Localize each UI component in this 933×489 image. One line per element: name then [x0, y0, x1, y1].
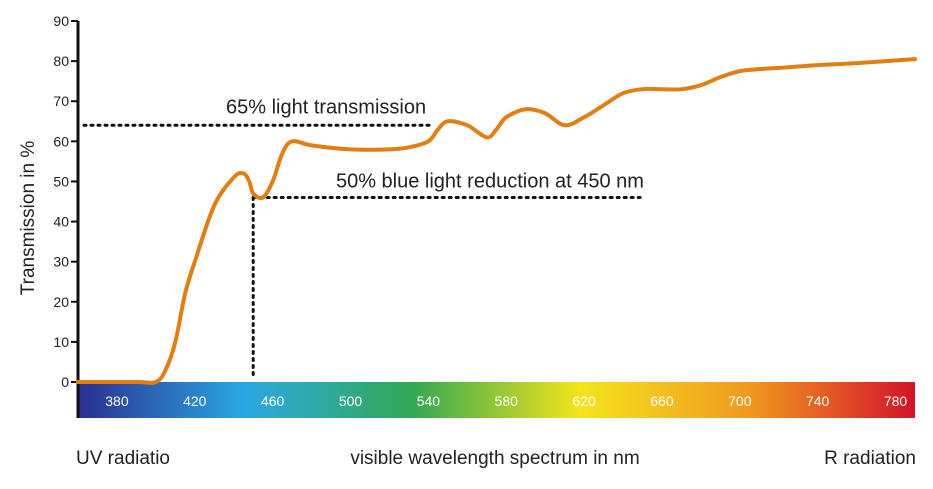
x-axis-label: visible wavelength spectrum in nm	[350, 448, 639, 469]
x-tick-label: 540	[417, 393, 441, 409]
uv-radiation-label: UV radiatio	[76, 448, 170, 469]
y-tick-label: 60	[53, 133, 69, 149]
y-axis-label: Transmission in %	[18, 141, 39, 296]
y-tick-label: 20	[53, 294, 69, 310]
spectrum-bar	[78, 382, 915, 418]
x-tick-label: 740	[806, 393, 830, 409]
y-tick-label: 0	[61, 374, 69, 390]
y-tick-label: 10	[53, 334, 69, 350]
annotation-50-label: 50% blue light reduction at 450 nm	[336, 170, 644, 192]
y-tick-label: 30	[53, 254, 69, 270]
r-radiation-label: R radiation	[824, 448, 916, 469]
x-tick-label: 660	[650, 393, 674, 409]
x-tick-label: 700	[728, 393, 752, 409]
y-tick-label: 40	[53, 214, 69, 230]
annotation-65-label: 65% light transmission	[226, 96, 426, 118]
x-tick-label: 580	[495, 393, 519, 409]
y-tick-label: 50	[53, 173, 69, 189]
y-tick-label: 90	[53, 13, 69, 29]
x-tick-label: 460	[261, 393, 285, 409]
x-tick-label: 500	[339, 393, 363, 409]
y-tick-label: 80	[53, 53, 69, 69]
x-tick-label: 380	[105, 393, 129, 409]
x-tick-label: 780	[884, 393, 908, 409]
x-tick-label: 420	[183, 393, 207, 409]
y-tick-label: 70	[53, 93, 69, 109]
x-tick-label: 620	[572, 393, 596, 409]
transmission-series-line	[76, 57, 917, 385]
